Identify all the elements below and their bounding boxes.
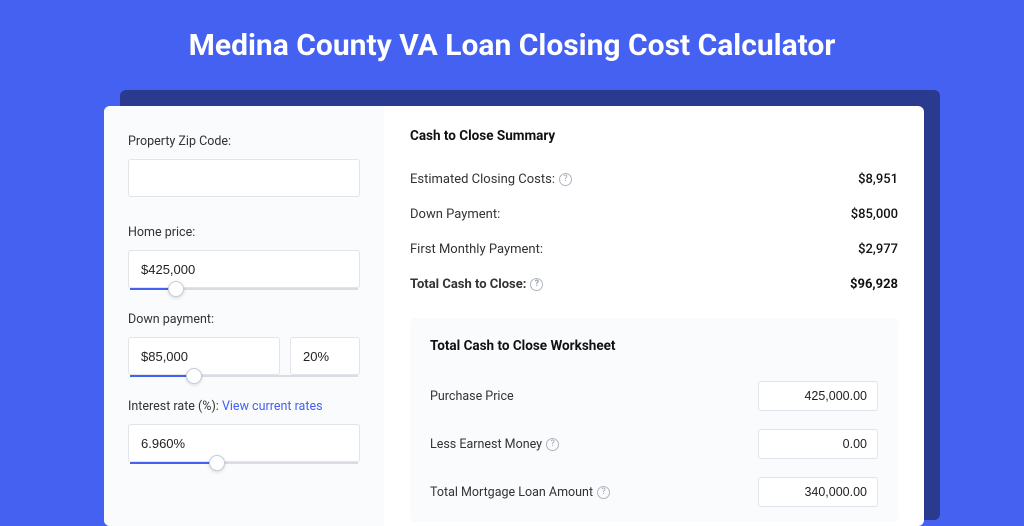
summary-row-value: $85,000: [851, 207, 898, 222]
worksheet-row-input[interactable]: [758, 477, 878, 507]
zip-input[interactable]: [128, 159, 360, 197]
slider-thumb[interactable]: [168, 281, 184, 297]
home-price-input[interactable]: [128, 250, 360, 288]
worksheet-title: Total Cash to Close Worksheet: [430, 338, 878, 354]
help-icon[interactable]: ?: [597, 486, 610, 499]
worksheet-row: Total Mortgage Loan Amount ?: [430, 468, 878, 516]
worksheet-row-label: Less Earnest Money ?: [430, 437, 559, 452]
view-rates-link[interactable]: View current rates: [222, 399, 323, 414]
down-payment-label: Down payment:: [128, 312, 360, 327]
down-payment-percent-input[interactable]: [290, 337, 360, 375]
label-text: Total Cash to Close:: [410, 277, 526, 292]
summary-row-label: Estimated Closing Costs: ?: [410, 172, 572, 187]
slider-fill: [130, 375, 194, 377]
down-payment-input[interactable]: [128, 337, 280, 375]
worksheet-panel: Total Cash to Close Worksheet Purchase P…: [410, 318, 898, 522]
page-title: Medina County VA Loan Closing Cost Calcu…: [0, 0, 1024, 87]
interest-input[interactable]: [128, 424, 360, 462]
help-icon[interactable]: ?: [530, 278, 543, 291]
summary-total-value: $96,928: [850, 277, 898, 292]
interest-label-text: Interest rate (%):: [128, 399, 222, 414]
home-price-label: Home price:: [128, 225, 360, 240]
label-text: Total Mortgage Loan Amount: [430, 485, 593, 500]
field-home-price: Home price:: [128, 225, 360, 290]
down-payment-slider[interactable]: [130, 375, 358, 377]
help-icon[interactable]: ?: [546, 438, 559, 451]
zip-label: Property Zip Code:: [128, 134, 360, 149]
field-zip: Property Zip Code:: [128, 134, 360, 197]
field-down-payment: Down payment:: [128, 312, 360, 377]
summary-total-row: Total Cash to Close: ? $96,928: [410, 267, 898, 302]
calculator-card: Property Zip Code: Home price: Down paym…: [104, 106, 924, 526]
label-text: Estimated Closing Costs:: [410, 172, 555, 187]
worksheet-row-label: Total Mortgage Loan Amount ?: [430, 485, 610, 500]
summary-row-label: First Monthly Payment:: [410, 242, 543, 257]
summary-title: Cash to Close Summary: [410, 128, 898, 144]
home-price-slider[interactable]: [130, 288, 358, 290]
summary-row: Down Payment: $85,000: [410, 197, 898, 232]
help-icon[interactable]: ?: [559, 173, 572, 186]
results-main: Cash to Close Summary Estimated Closing …: [384, 106, 924, 526]
summary-row-label: Down Payment:: [410, 207, 500, 222]
worksheet-row-input[interactable]: [758, 381, 878, 411]
label-text: Less Earnest Money: [430, 437, 542, 452]
interest-slider[interactable]: [130, 462, 358, 464]
slider-thumb[interactable]: [186, 368, 202, 384]
summary-row: First Monthly Payment: $2,977: [410, 232, 898, 267]
summary-row: Estimated Closing Costs: ? $8,951: [410, 162, 898, 197]
inputs-sidebar: Property Zip Code: Home price: Down paym…: [104, 106, 384, 526]
worksheet-row: Purchase Price: [430, 372, 878, 420]
interest-label: Interest rate (%): View current rates: [128, 399, 360, 414]
worksheet-row-input[interactable]: [758, 429, 878, 459]
worksheet-row: Less Earnest Money ?: [430, 420, 878, 468]
summary-row-value: $2,977: [858, 242, 898, 257]
summary-row-value: $8,951: [858, 172, 898, 187]
summary-total-label: Total Cash to Close: ?: [410, 277, 543, 292]
field-interest: Interest rate (%): View current rates: [128, 399, 360, 464]
slider-thumb[interactable]: [209, 455, 225, 471]
slider-fill: [130, 462, 217, 464]
worksheet-row-label: Purchase Price: [430, 389, 514, 404]
